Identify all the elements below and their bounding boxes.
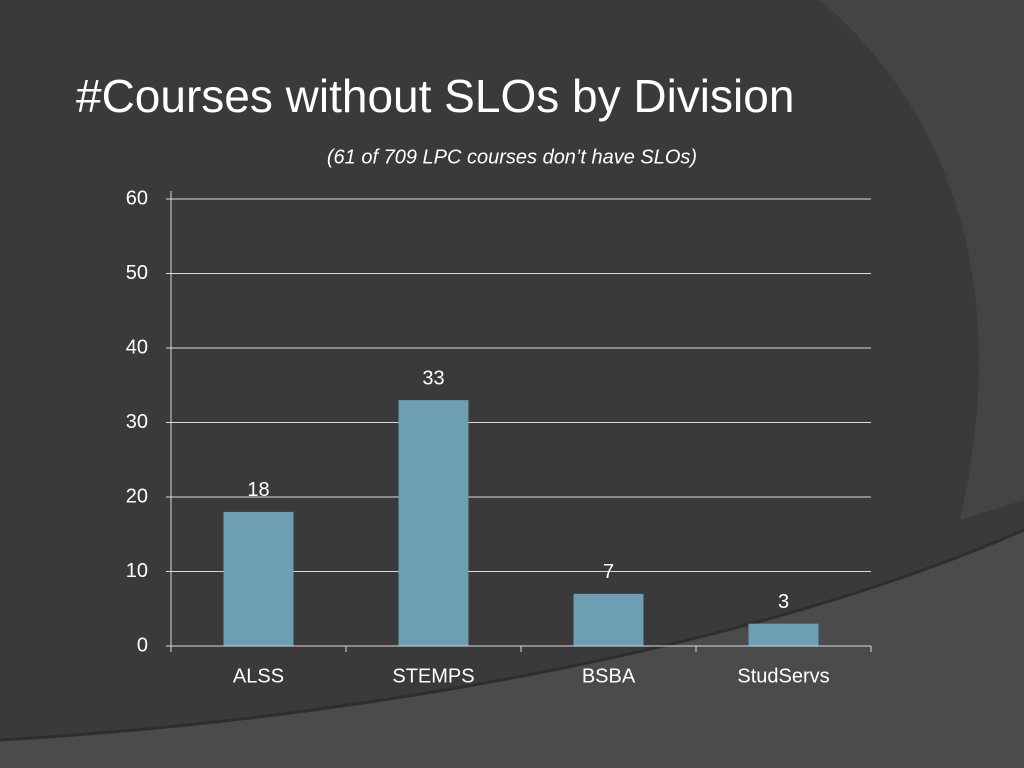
y-tick-label: 60 [126,187,148,209]
data-label: 7 [603,561,614,583]
data-label: 18 [247,479,269,501]
x-tick-label: BSBA [582,665,636,687]
bar [573,593,644,646]
data-label: 33 [422,367,444,389]
y-tick-label: 50 [126,262,148,284]
bar [398,400,469,646]
data-label: 3 [778,591,789,613]
y-tick-label: 30 [126,411,148,433]
decor-arc [820,0,1024,520]
decor-floor [0,530,1024,768]
x-tick-label: ALSS [233,665,284,687]
y-tick-label: 40 [126,336,148,358]
y-tick-label: 20 [126,485,148,507]
bar [223,511,294,646]
chart-subtitle: (61 of 709 LPC courses don’t have SLOs) [327,146,697,168]
x-tick-label: STEMPS [392,665,474,687]
decor-line [0,528,1024,742]
y-tick-label: 0 [137,634,148,656]
chart-title: #Courses without SLOs by Division [76,70,794,122]
x-tick-label: StudServs [737,665,829,687]
bar [748,623,819,646]
y-tick-label: 10 [126,560,148,582]
